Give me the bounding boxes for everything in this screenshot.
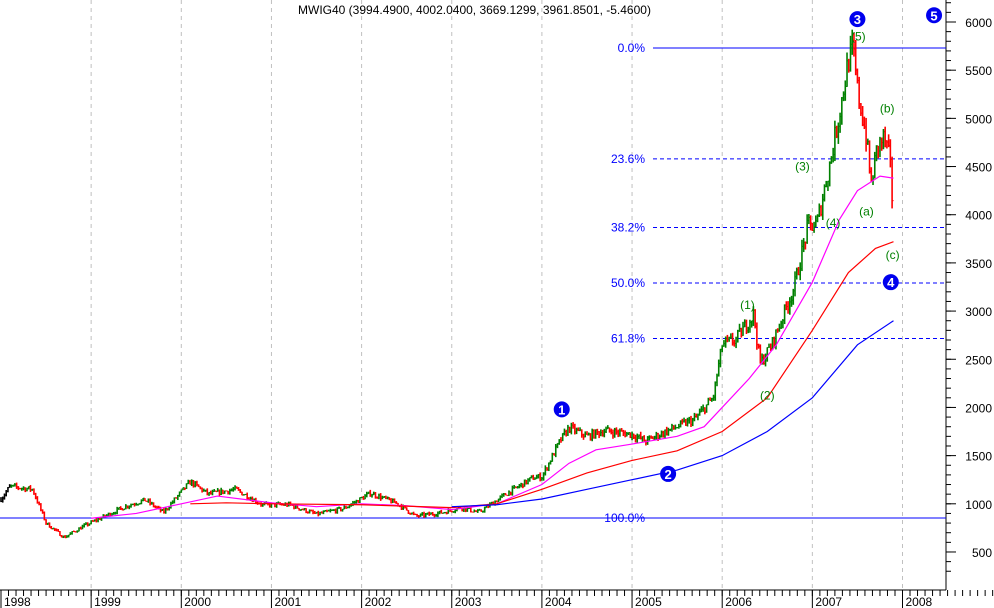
y-tick-label: 4500 (965, 161, 992, 175)
x-tick-label: 2008 (906, 595, 933, 608)
y-tick-label: 2500 (965, 353, 992, 367)
fib-level-label: 61.8% (611, 331, 645, 345)
wave-label: (c) (886, 248, 900, 262)
wave-label: (5) (851, 29, 866, 43)
wave-label: (1) (740, 298, 755, 312)
fib-level-label: 23.6% (611, 152, 645, 166)
x-tick-label: 2002 (365, 595, 392, 608)
fib-level-label: 100.0% (604, 511, 645, 525)
wave-circle-label: 5 (930, 8, 937, 23)
moving-average-line (91, 175, 894, 519)
wave-circle-marker (926, 7, 943, 24)
y-tick-label: 500 (972, 546, 992, 560)
wave-label: (4) (826, 216, 841, 230)
y-tick-label: 3000 (965, 305, 992, 319)
wave-circle-marker (882, 274, 899, 291)
wave-label: (b) (880, 102, 895, 116)
y-tick-label: 5500 (965, 64, 992, 78)
wave-circle-label: 3 (854, 12, 861, 27)
wave-circle-label: 4 (887, 275, 895, 290)
x-tick-label: 2006 (725, 595, 752, 608)
x-tick-label: 2005 (635, 595, 662, 608)
wave-circle-marker (849, 11, 866, 28)
y-tick-label: 5000 (965, 112, 992, 126)
wave-circle-marker (553, 401, 570, 418)
y-tick-label: 2000 (965, 401, 992, 415)
price-bars (0, 29, 894, 539)
fib-level-label: 50.0% (611, 276, 645, 290)
y-tick-label: 4000 (965, 209, 992, 223)
wave-circle-marker (660, 465, 677, 482)
chart-title: MWIG40 (3994.4900, 4002.0400, 3669.1299,… (298, 3, 651, 17)
moving-average-line (451, 320, 894, 508)
x-tick-label: 2000 (184, 595, 211, 608)
x-tick-label: 2001 (274, 595, 301, 608)
x-tick-label: 2007 (815, 595, 842, 608)
wave-label: (2) (760, 389, 775, 403)
y-tick-label: 3500 (965, 257, 992, 271)
y-tick-label: 6000 (965, 16, 992, 30)
x-tick-label: 2004 (545, 595, 572, 608)
y-tick-label: 1500 (965, 450, 992, 464)
x-tick-label: 1999 (94, 595, 121, 608)
x-tick-label: 1998 (4, 595, 31, 608)
fib-level-label: 38.2% (611, 221, 645, 235)
x-tick-label: 2003 (455, 595, 482, 608)
wave-circle-label: 2 (664, 467, 671, 482)
wave-label: (a) (859, 205, 874, 219)
y-tick-label: 1000 (965, 498, 992, 512)
wave-label: (3) (795, 159, 810, 173)
fib-level-label: 0.0% (618, 41, 646, 55)
moving-average-line (190, 241, 894, 509)
wave-circle-label: 1 (558, 402, 565, 417)
